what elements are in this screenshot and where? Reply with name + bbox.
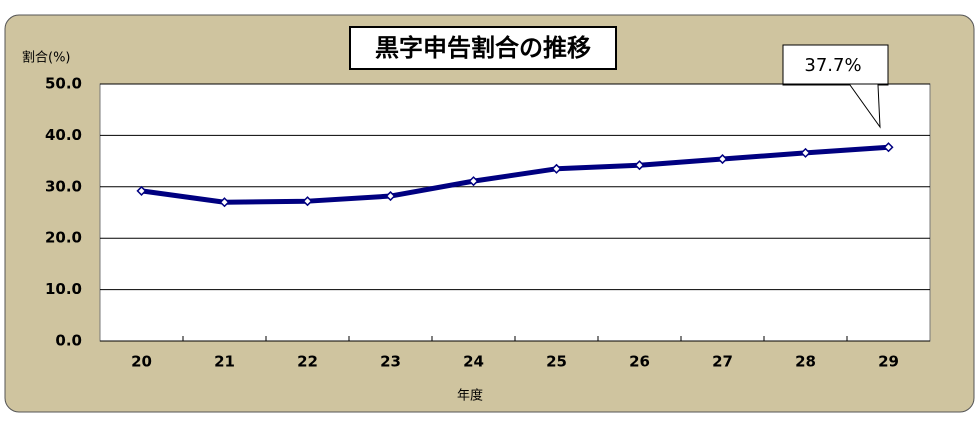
- marker: [634, 160, 645, 171]
- title-box: [349, 26, 617, 70]
- x-tick-label: 29: [878, 353, 899, 371]
- marker: [219, 197, 230, 208]
- marker: [717, 153, 728, 165]
- callout: [782, 44, 889, 129]
- marker: [385, 190, 396, 202]
- marker: [302, 196, 313, 207]
- callout-text: 37.7%: [804, 55, 861, 76]
- plot-area: [99, 83, 931, 342]
- x-tick-label: 25: [546, 353, 567, 371]
- marker: [468, 176, 479, 187]
- marker: [883, 142, 894, 153]
- y-axis-label: 割合(%): [22, 50, 71, 66]
- line: [141, 144, 889, 205]
- x-tick-label: 23: [380, 353, 401, 371]
- x-tick-label: 26: [629, 353, 650, 371]
- x-tick-label: 28: [795, 353, 816, 371]
- marker: [136, 185, 147, 196]
- y-tick-label: 0.0: [55, 332, 82, 350]
- y-tick-label: 50.0: [45, 75, 82, 93]
- x-tick-label: 22: [297, 353, 318, 371]
- chart-title: 黒字申告割合の推移: [375, 34, 591, 62]
- y-tick-label: 10.0: [45, 280, 82, 298]
- x-tick-label: 20: [131, 353, 152, 371]
- x-tick-label: 21: [214, 353, 235, 371]
- y-tick-label: 40.0: [45, 126, 82, 144]
- x-tick-label: 24: [463, 353, 484, 371]
- x-axis-label: 年度: [457, 388, 483, 404]
- x-tick-label: 27: [712, 353, 733, 371]
- marker: [800, 147, 811, 158]
- y-tick-label: 20.0: [45, 229, 82, 247]
- marker: [551, 163, 562, 174]
- y-tick-label: 30.0: [45, 177, 82, 195]
